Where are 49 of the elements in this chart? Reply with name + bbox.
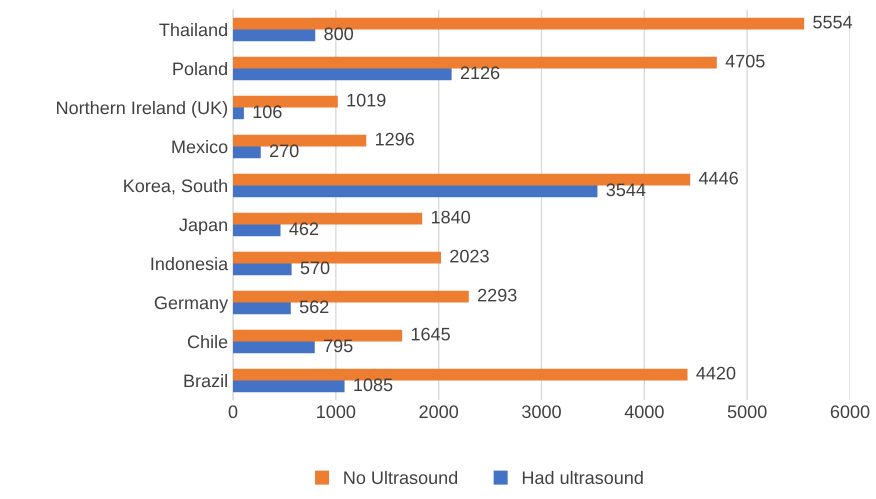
legend-label: No Ultrasound: [344, 470, 458, 484]
data-label: 1645: [412, 328, 450, 340]
y-tick-label: Northern Ireland (UK): [57, 100, 228, 118]
data-label: 795: [324, 339, 352, 352]
data-label: 570: [300, 261, 330, 274]
bar: [233, 342, 315, 354]
data-label: 2293: [478, 288, 517, 302]
x-tick-label: 0: [228, 405, 238, 418]
bar: [233, 224, 281, 236]
x-tick-label: 2000: [419, 405, 458, 418]
data-label: 462: [289, 222, 318, 236]
bar: [233, 108, 244, 120]
data-label: 800: [324, 27, 354, 40]
data-label: 106: [254, 105, 282, 118]
legend-label: Had ultrasound: [522, 470, 643, 484]
data-label: 562: [300, 300, 328, 314]
y-tick-label: Indonesia: [152, 256, 228, 270]
data-label: 4705: [726, 54, 765, 68]
y-tick-label: Mexico: [172, 140, 228, 154]
bar: [233, 146, 261, 158]
x-tick-label: 6000: [830, 405, 870, 418]
y-tick-label: Germany: [154, 296, 228, 313]
y-tick-label: Chile: [188, 334, 228, 348]
data-label: 1840: [432, 210, 470, 224]
bar: [233, 302, 291, 314]
y-tick-label: Brazil: [184, 374, 227, 388]
data-label: 1019: [347, 94, 386, 106]
bar: [233, 264, 292, 276]
y-tick-label: Korea, South: [124, 178, 227, 194]
bar: [233, 186, 598, 198]
data-label: 4420: [696, 366, 736, 380]
data-label: 2023: [450, 250, 489, 262]
x-tick-label: 5000: [728, 405, 767, 418]
y-tick-label: Japan: [179, 218, 227, 235]
data-label: 5554: [813, 16, 852, 28]
data-label: 2126: [460, 66, 500, 80]
data-label: 1296: [376, 132, 414, 146]
x-tick-label: 1000: [317, 405, 356, 418]
x-tick-label: 3000: [522, 405, 561, 418]
y-tick-label: Poland: [173, 62, 227, 76]
x-tick-label: 4000: [624, 405, 664, 418]
data-label: 1085: [354, 378, 392, 392]
data-label: 270: [270, 144, 299, 158]
bar: [233, 68, 452, 80]
data-label: 3544: [606, 183, 646, 196]
data-label: 4446: [698, 172, 738, 184]
bar: [233, 30, 316, 42]
y-tick-label: Thailand: [159, 22, 227, 36]
bar: [233, 380, 345, 392]
